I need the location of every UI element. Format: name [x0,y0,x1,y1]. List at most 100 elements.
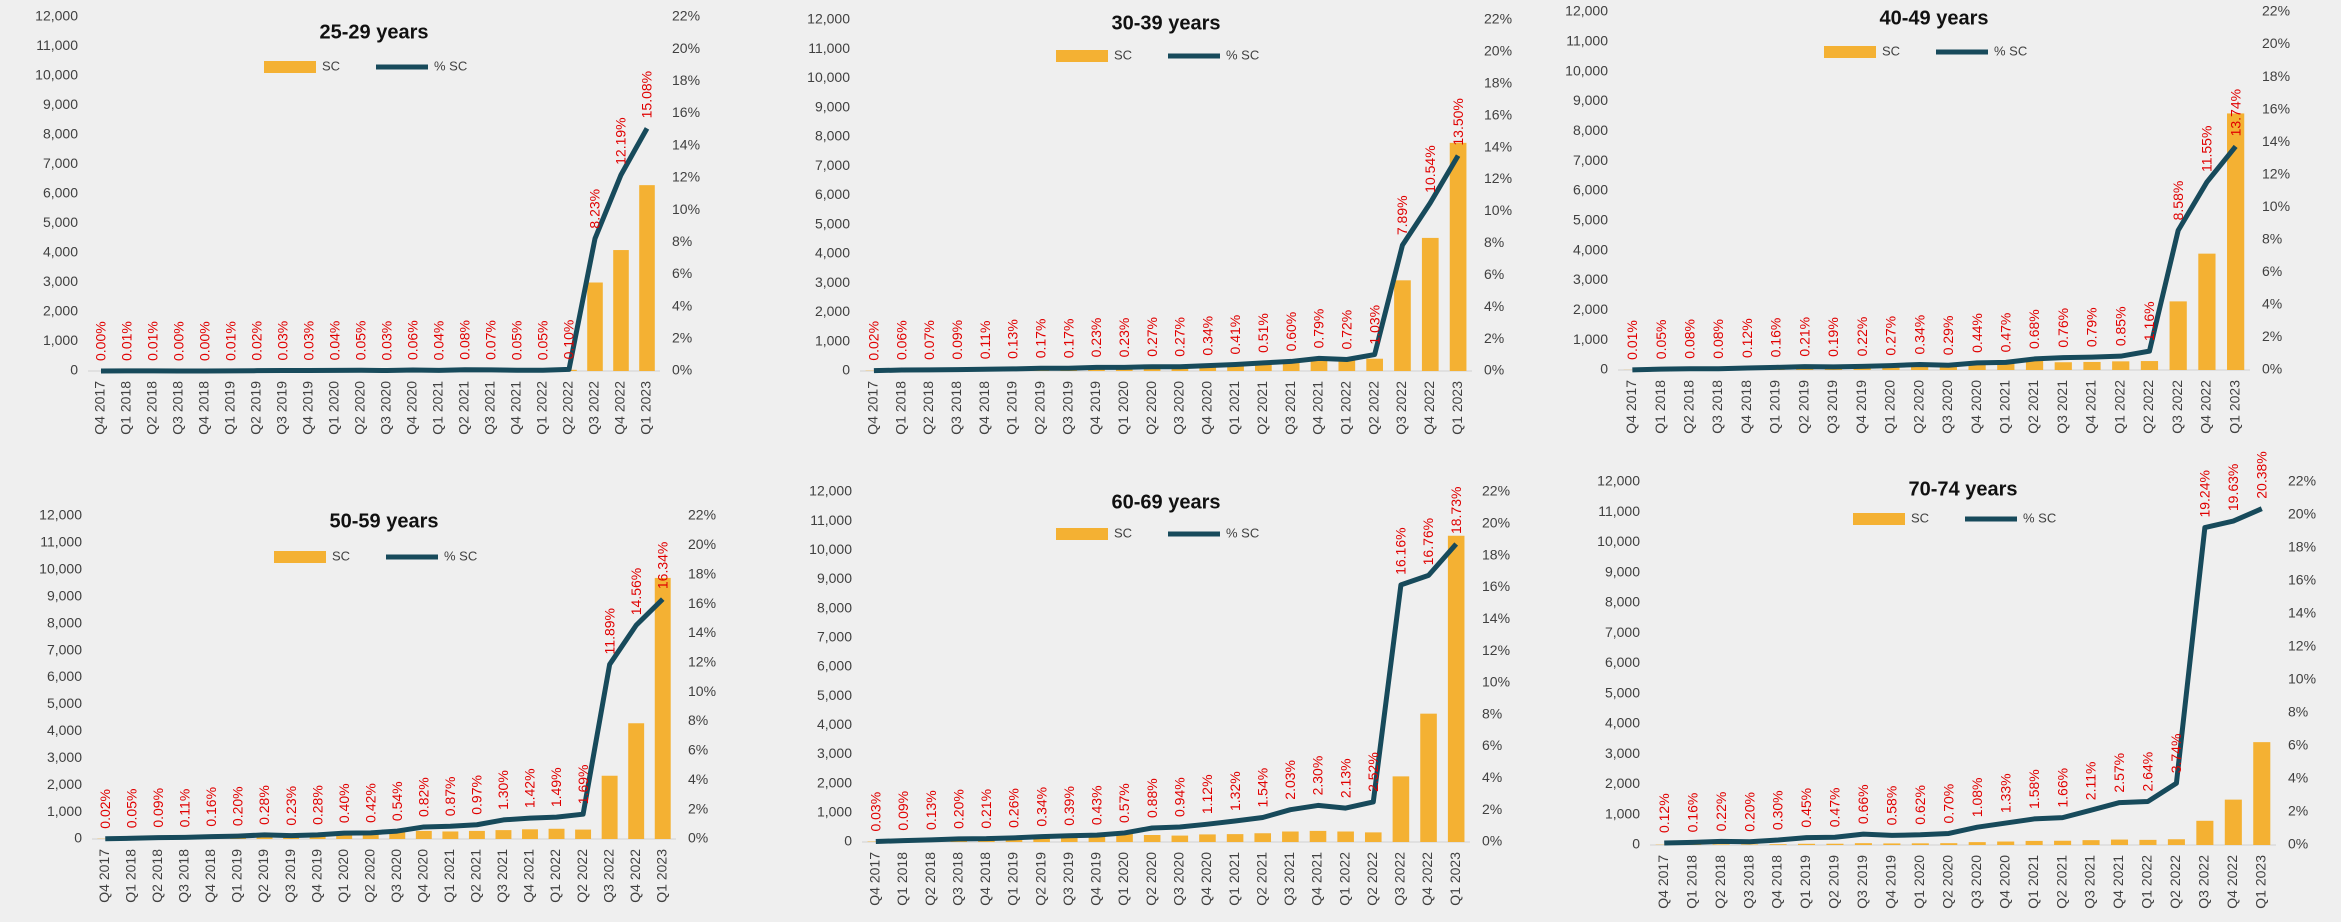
bar [1826,843,1844,845]
data-label: 0.28% [256,785,272,825]
data-label: 0.20% [230,786,246,826]
bar [1392,776,1410,842]
chart-panel: 0 1,000 2,000 3,000 4,000 5,000 6,000 7,000 8,00… [39,507,716,903]
x-tick-label: Q1 2019 [222,381,238,435]
x-tick-label: Q4 2021 [1309,852,1325,906]
bar [1940,843,1958,845]
legend-label: SC [1882,43,1900,58]
y2-tick-label: 20% [1482,515,1510,531]
legend-swatch [274,551,326,563]
data-label: 14.56% [628,568,644,615]
y-tick-label: 6,000 [1573,182,1608,198]
data-label: 0.16% [1768,318,1784,358]
y2-tick-label: 0% [1482,833,1502,849]
y2-tick-label: 14% [2262,133,2290,149]
data-label: 0.16% [203,787,219,827]
data-label: 1.32% [1227,771,1243,811]
bar [389,831,406,839]
y-tick-label: 10,000 [1597,533,1640,549]
x-tick-label: Q2 2020 [1939,855,1955,909]
x-tick-label: Q1 2018 [894,852,910,906]
y-tick-label: 12,000 [1597,473,1640,489]
y2-tick-label: 18% [2262,68,2290,84]
data-label: 2.13% [1337,758,1353,798]
data-label: 0.23% [283,786,299,826]
bar [1171,835,1189,842]
chart-panel: 0 1,000 2,000 3,000 4,000 5,000 6,000 7,000 8,00… [1565,3,2290,434]
data-label: 0.08% [1682,319,1698,359]
x-tick-label: Q1 2018 [123,849,139,903]
x-tick-label: Q3 2022 [1393,381,1409,435]
x-tick-label: Q4 2019 [1087,381,1103,435]
bar [601,775,618,839]
y2-tick-label: 22% [1484,11,1512,27]
bar [1911,843,1929,845]
y2-tick-label: 18% [1484,75,1512,91]
x-tick-label: Q3 2020 [378,381,394,435]
data-label: 1.42% [522,768,538,808]
y2-tick-label: 0% [688,830,708,846]
chart-panel: 0 1,000 2,000 3,000 4,000 5,000 6,000 7,000 8,00… [807,11,1512,435]
legend-label: % SC [434,58,467,73]
bar [2224,799,2242,845]
x-tick-label: Q2 2018 [1712,855,1728,909]
x-tick-label: Q4 2020 [1198,852,1214,906]
bar [1309,830,1327,842]
y2-tick-label: 12% [2288,638,2316,654]
data-label: 0.70% [1940,784,1956,824]
y2-tick-label: 8% [1484,234,1504,250]
data-label: 1.58% [2026,769,2042,809]
y-tick-label: 5,000 [1605,684,1640,700]
y2-tick-label: 10% [672,201,700,217]
y2-tick-label: 16% [688,595,716,611]
y-tick-label: 12,000 [809,483,852,499]
x-tick-label: Q4 2019 [308,849,324,903]
y-tick-label: 0 [844,833,852,849]
x-tick-label: Q4 2021 [2083,380,2099,434]
x-tick-label: Q1 2020 [1882,380,1898,434]
x-tick-label: Q3 2019 [1060,852,1076,906]
data-label: 19.24% [2197,470,2213,517]
data-label: 1.66% [2054,768,2070,808]
y2-tick-label: 10% [688,683,716,699]
data-label: 0.01% [1624,320,1640,360]
data-label: 0.17% [1060,319,1076,359]
x-tick-label: Q2 2022 [1364,852,1380,906]
y-tick-label: 3,000 [1573,271,1608,287]
data-label: 0.44% [1969,313,1985,353]
y-tick-label: 9,000 [815,98,850,114]
data-label: 0.88% [1144,778,1160,818]
x-tick-label: Q1 2020 [326,381,342,435]
y2-tick-label: 16% [1484,106,1512,122]
data-label: 0.40% [336,783,352,823]
x-tick-label: Q4 2017 [1655,855,1671,909]
data-label: 0.02% [866,321,882,361]
y-tick-label: 5,000 [817,687,852,703]
y-tick-label: 6,000 [1605,654,1640,670]
y2-tick-label: 2% [2262,328,2282,344]
x-tick-label: Q3 2021 [2082,855,2098,909]
data-label: 1.03% [1366,305,1382,345]
x-tick-label: Q2 2019 [1795,380,1811,434]
chart-title: 60-69 years [1112,491,1221,513]
x-tick-label: Q1 2021 [1997,380,2013,434]
y-tick-label: 12,000 [39,507,82,523]
y2-tick-label: 12% [672,169,700,185]
data-label: 0.60% [1283,312,1299,352]
data-label: 1.16% [2141,301,2157,341]
data-label: 0.01% [223,321,239,361]
x-tick-label: Q2 2021 [1254,381,1270,435]
y-tick-label: 4,000 [47,722,82,738]
data-label: 2.57% [2111,753,2127,793]
data-label: 0.03% [275,321,291,361]
y-tick-label: 12,000 [807,11,850,27]
chart-panel: 0 1,000 2,000 3,000 4,000 5,000 6,000 7,000 8,00… [1597,451,2316,908]
data-label: 0.17% [1033,319,1049,359]
y2-tick-label: 18% [2288,539,2316,555]
y-tick-label: 12,000 [1565,3,1608,19]
y-tick-label: 8,000 [1605,594,1640,610]
x-tick-label: Q3 2021 [2054,380,2070,434]
y-tick-label: 11,000 [40,534,82,550]
y2-tick-label: 14% [688,624,716,640]
y-tick-label: 9,000 [1605,563,1640,579]
